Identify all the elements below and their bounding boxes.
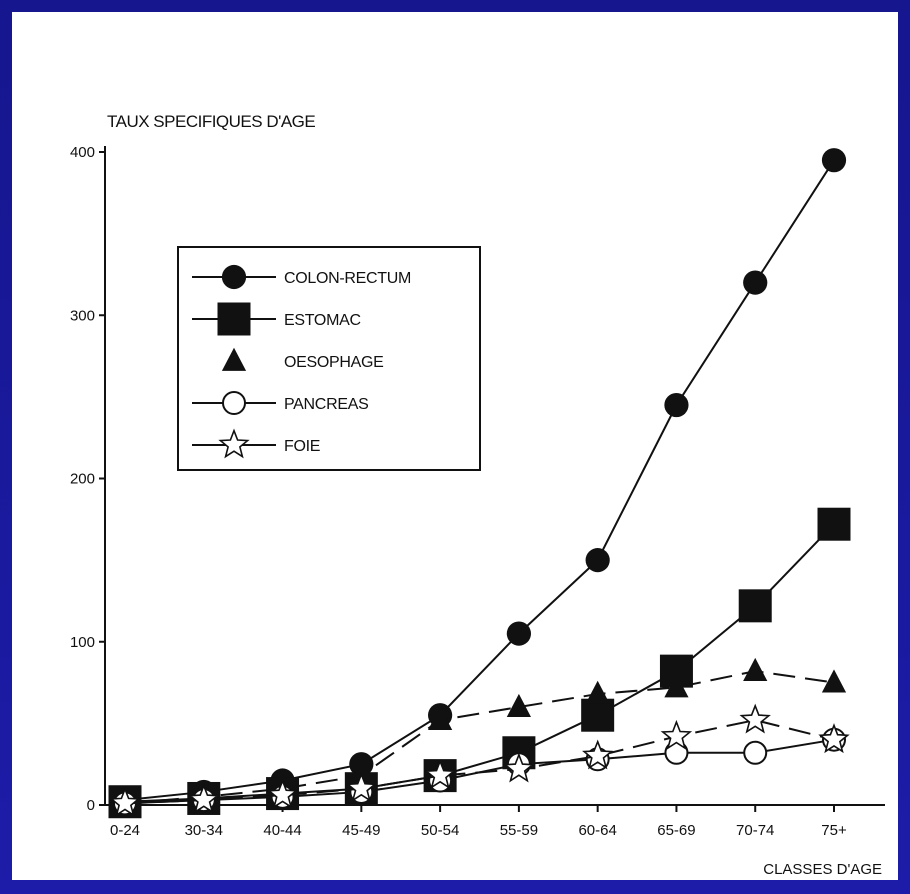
legend-label-colon-rectum: COLON-RECTUM xyxy=(284,270,411,287)
data-point-colon-rectum xyxy=(821,148,847,173)
x-tick-label: 0-24 xyxy=(110,822,140,839)
x-tick-label: 70-74 xyxy=(736,822,774,839)
data-point-estomac xyxy=(817,507,851,541)
data-point-foie xyxy=(818,723,850,754)
legend: COLON-RECTUM ESTOMAC OESOPHAGE PANCREAS FOIE xyxy=(177,246,481,471)
legend-marker-colon-rectum xyxy=(221,264,247,290)
data-point-oesophage xyxy=(664,674,689,698)
legend-marker-foie xyxy=(218,428,250,459)
series-foie xyxy=(109,703,850,817)
data-point-pancreas xyxy=(743,740,768,765)
x-tick-label: 60-64 xyxy=(578,822,616,839)
data-point-oesophage xyxy=(821,669,847,693)
data-point-foie xyxy=(424,759,456,789)
data-point-colon-rectum xyxy=(506,621,531,646)
legend-label-pancreas: PANCREAS xyxy=(284,396,368,413)
legend-label-foie: FOIE xyxy=(284,438,320,455)
data-point-foie xyxy=(188,783,220,814)
legend-marker-oesophage xyxy=(221,347,247,371)
x-axis-label: CLASSES D'AGE xyxy=(763,861,882,878)
data-point-foie xyxy=(582,739,614,770)
y-tick-label: 0 xyxy=(87,797,95,814)
series-line-foie xyxy=(124,719,835,805)
data-point-colon-rectum xyxy=(743,270,768,295)
series-line-oesophage xyxy=(124,670,835,805)
data-point-estomac xyxy=(738,589,772,623)
legend-marker-estomac xyxy=(217,302,251,336)
axes: 0 100 200 300 400 0-24 30-34 40-44 45-49 50-54 55-… xyxy=(70,144,885,839)
data-point-colon-rectum xyxy=(664,392,689,418)
data-point-foie xyxy=(660,719,693,750)
x-tick-label: 75+ xyxy=(821,822,847,839)
data-point-foie xyxy=(266,778,299,809)
data-point-oesophage xyxy=(585,680,610,704)
y-tick-label: 100 xyxy=(70,634,95,651)
data-point-foie xyxy=(345,772,377,802)
data-point-foie xyxy=(739,703,771,734)
slide-frame: TAUX SPECIFIQUES D'AGE 0 100 200 300 400 0-24… xyxy=(12,12,898,880)
data-point-oesophage xyxy=(506,693,531,717)
data-point-colon-rectum xyxy=(585,548,610,573)
x-tick-label: 45-49 xyxy=(342,822,380,839)
line-chart: TAUX SPECIFIQUES D'AGE 0 100 200 300 400 0-24… xyxy=(70,112,885,878)
data-point-foie xyxy=(109,786,141,817)
data-point-foie xyxy=(503,752,535,783)
series-layer xyxy=(108,148,851,819)
y-tick-label: 200 xyxy=(70,471,95,488)
legend-label-oesophage: OESOPHAGE xyxy=(284,354,384,371)
x-tick-label: 30-34 xyxy=(185,822,223,839)
data-point-estomac xyxy=(581,698,615,732)
y-tick-label: 300 xyxy=(70,307,95,324)
data-point-oesophage xyxy=(743,657,768,682)
data-point-oesophage xyxy=(428,706,453,731)
legend-label-estomac: ESTOMAC xyxy=(284,312,361,329)
legend-marker-pancreas xyxy=(222,391,246,415)
x-tick-label: 50-54 xyxy=(421,822,459,839)
y-tick-label: 400 xyxy=(70,144,95,161)
series-line-colon-rectum xyxy=(124,159,835,802)
x-tick-label: 55-59 xyxy=(500,822,538,839)
x-tick-label: 40-44 xyxy=(263,822,301,839)
x-tick-label: 65-69 xyxy=(657,822,695,839)
chart-title: TAUX SPECIFIQUES D'AGE xyxy=(107,112,315,131)
series-line-estomac xyxy=(124,523,835,803)
